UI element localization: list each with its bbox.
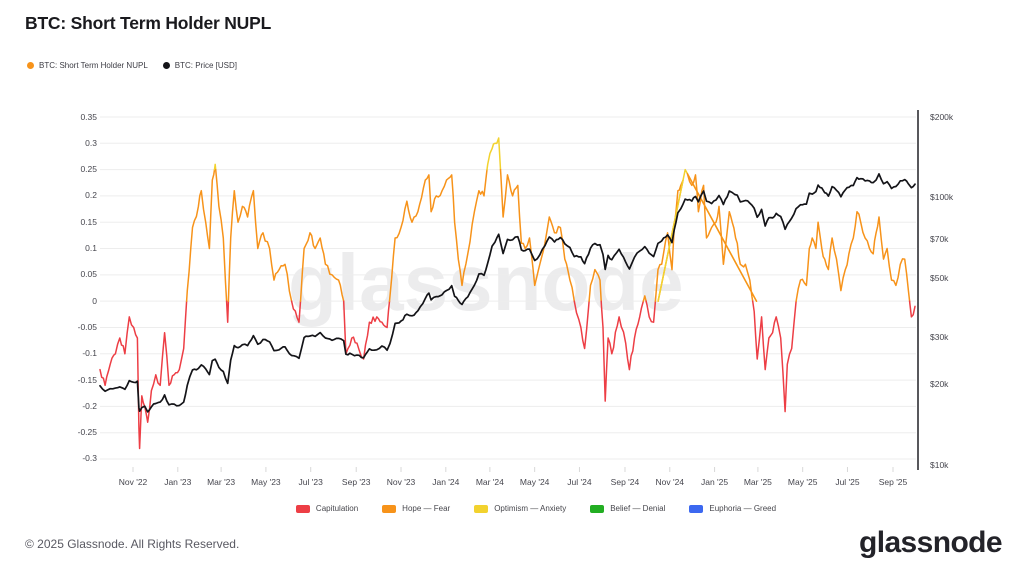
nupl-line-segment — [227, 189, 293, 302]
legend-item-btc-price[interactable]: BTC: Price [USD] — [162, 61, 238, 70]
nupl-line-segment — [185, 168, 216, 302]
nupl-line-segment — [573, 300, 590, 350]
band-label: Belief — Denial — [610, 504, 666, 513]
price-series-marker-icon — [162, 62, 170, 69]
nupl-line-segment — [645, 300, 657, 323]
band-legend-item[interactable]: Hope — Fear — [382, 504, 450, 513]
glassnode-watermark: glassnode — [288, 238, 684, 327]
nupl-line-segment — [342, 300, 391, 360]
band-label: Optimism — Anxiety — [494, 504, 567, 513]
band-swatch-icon — [689, 504, 704, 513]
nupl-line-segment — [388, 168, 488, 302]
nupl-line-segment — [99, 300, 188, 450]
band-label: Euphoria — Greed — [709, 504, 777, 513]
nupl-band-legend: Capitulation Hope — Fear Optimism — Anxiet… — [0, 504, 1024, 513]
legend-item-sth-nupl[interactable]: BTC: Short Term Holder NUPL — [27, 61, 148, 70]
nupl-line-segment — [686, 172, 758, 302]
band-swatch-icon — [474, 504, 489, 513]
chart-series-legend: BTC: Short Term Holder NUPL BTC: Price [… — [27, 61, 237, 70]
nupl-line-segment — [795, 210, 911, 302]
band-legend-item[interactable]: Belief — Denial — [590, 504, 665, 513]
band-swatch-icon — [590, 504, 605, 513]
nupl-line-segment — [588, 268, 602, 302]
nupl-line-segment — [642, 295, 647, 302]
band-legend-item[interactable]: Euphoria — Greed — [689, 504, 776, 513]
nupl-series-label: BTC: Short Term Holder NUPL — [39, 61, 148, 70]
nupl-line-segment — [600, 300, 645, 402]
price-series-label: BTC: Price [USD] — [174, 61, 238, 70]
nupl-line-segment — [299, 232, 345, 302]
band-swatch-icon — [382, 504, 397, 513]
band-legend-item[interactable]: Optimism — Anxiety — [474, 504, 566, 513]
price-line — [99, 173, 916, 413]
nupl-series-marker-icon — [27, 62, 34, 69]
nupl-line-segment — [486, 137, 502, 171]
nupl-line-segment — [290, 300, 302, 323]
nupl-line-segment — [214, 168, 228, 302]
nupl-line-segment — [499, 168, 576, 302]
band-swatch-icon — [295, 504, 310, 513]
band-legend-item[interactable]: Capitulation — [295, 504, 359, 513]
copyright-text: © 2025 Glassnode. All Rights Reserved. — [25, 537, 240, 551]
glassnode-logo: glassnode — [859, 526, 1003, 559]
nupl-line-segment — [908, 300, 916, 318]
nupl-line-segment — [751, 300, 797, 413]
band-label: Hope — Fear — [402, 504, 451, 513]
page-title: BTC: Short Term Holder NUPL — [25, 13, 272, 33]
nupl-line-segment — [654, 179, 684, 302]
band-label: Capitulation — [315, 504, 359, 513]
nupl-line-segment — [225, 300, 230, 323]
nupl-line-segment — [213, 163, 217, 171]
